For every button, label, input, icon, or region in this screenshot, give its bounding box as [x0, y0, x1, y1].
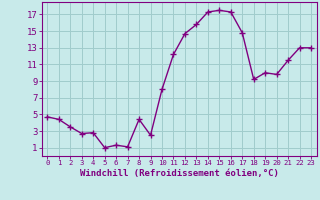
X-axis label: Windchill (Refroidissement éolien,°C): Windchill (Refroidissement éolien,°C): [80, 169, 279, 178]
